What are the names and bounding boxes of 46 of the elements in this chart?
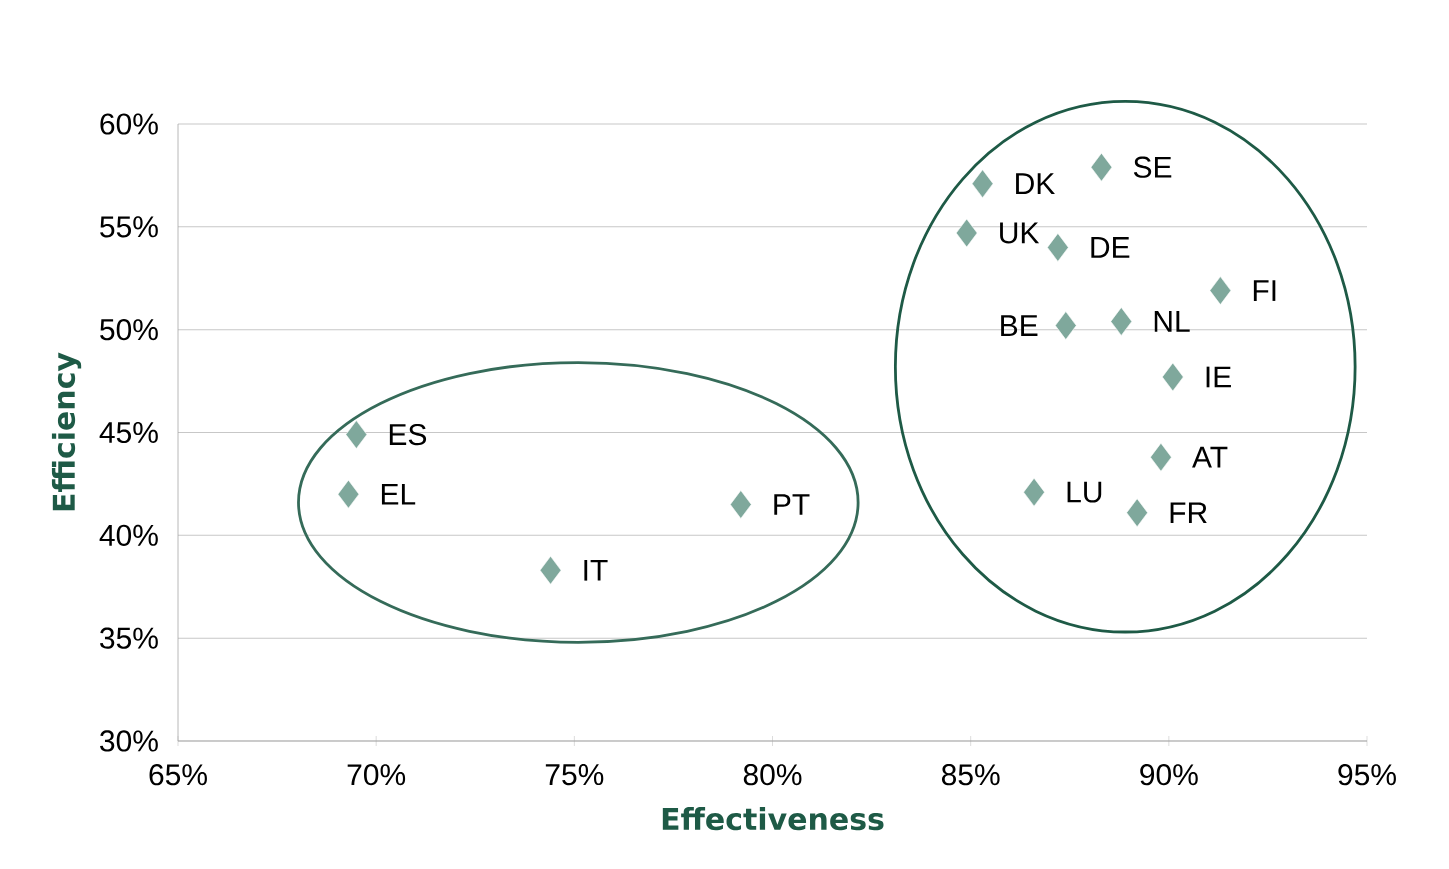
y-tick-label: 50% xyxy=(100,319,158,341)
annotation: NL xyxy=(1154,311,1190,332)
annotation: IE xyxy=(1206,366,1231,388)
x-tick-label: 90% xyxy=(1140,764,1198,786)
point xyxy=(539,556,562,585)
x-tick-label: 95% xyxy=(1338,764,1396,786)
annotation: PT xyxy=(774,494,810,515)
annotation: AT xyxy=(1192,446,1228,468)
point xyxy=(1126,498,1148,528)
point xyxy=(730,490,752,519)
annotation: LU xyxy=(1067,481,1102,503)
point xyxy=(345,420,368,449)
x-tick-label: 70% xyxy=(347,764,406,786)
point xyxy=(971,169,994,198)
point xyxy=(1162,362,1184,392)
x-tick-label: 65% xyxy=(149,764,207,786)
annotation: UK xyxy=(1000,222,1040,244)
point xyxy=(1054,311,1077,340)
annotation: SE xyxy=(1133,156,1172,178)
annotation: IT xyxy=(584,559,608,581)
annotation: BE xyxy=(1001,315,1038,336)
y-tick-label: 60% xyxy=(100,113,158,135)
y-tick-label: 40% xyxy=(99,524,158,546)
y-tick-label: 35% xyxy=(100,627,158,649)
annotation: DK xyxy=(1016,173,1055,194)
y-axis-title: Efficiency xyxy=(51,352,82,511)
annotation: FI xyxy=(1253,280,1276,301)
x-tick-label: 75% xyxy=(545,764,604,786)
annotation: ES xyxy=(389,423,427,446)
annotation: EL xyxy=(381,483,416,505)
y-tick-label: 30% xyxy=(100,730,158,752)
point xyxy=(1150,442,1172,472)
point xyxy=(1047,233,1069,262)
y-tick-label: 45% xyxy=(99,421,158,444)
y-tick-label: 55% xyxy=(100,216,158,238)
point xyxy=(337,479,360,509)
annotation: DE xyxy=(1091,237,1130,258)
point xyxy=(1090,152,1113,182)
point xyxy=(1023,477,1045,507)
x-tick-label: 80% xyxy=(743,764,802,786)
point xyxy=(1209,276,1232,305)
x-tick-label: 85% xyxy=(941,764,1000,786)
point xyxy=(955,218,978,248)
x-axis-title: Effectiveness xyxy=(662,807,884,831)
annotation: FR xyxy=(1170,502,1207,524)
point xyxy=(1110,307,1133,336)
